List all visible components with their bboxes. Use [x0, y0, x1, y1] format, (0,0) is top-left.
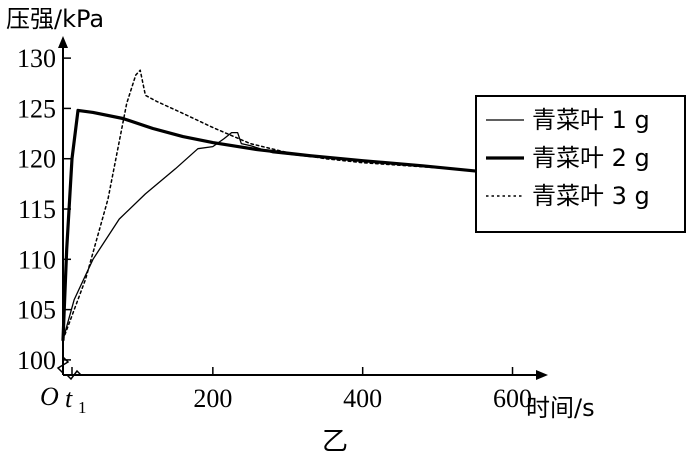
- y-tick-label: 120: [17, 145, 56, 174]
- legend-box: [475, 95, 686, 233]
- x-axis-title: 时间/s: [526, 394, 595, 422]
- y-tick-label: 105: [17, 296, 56, 325]
- x-axis-break: [66, 369, 82, 381]
- y-tick-label: 115: [18, 195, 56, 224]
- x-tick-label: 600: [493, 384, 532, 413]
- y-tick-label: 125: [17, 94, 56, 123]
- y-tick-label: 100: [17, 346, 56, 375]
- legend-label-2: 青菜叶 2 g: [532, 144, 650, 172]
- caption: 乙: [322, 427, 348, 457]
- axes: 100 105 110 115 120 125 130 200 400 600 t 1: [17, 36, 548, 417]
- t1-subscript: 1: [78, 398, 87, 417]
- series-line-1: [62, 131, 495, 341]
- x-tick-label: 200: [193, 384, 232, 413]
- legend-label-3: 青菜叶 3 g: [532, 182, 650, 210]
- legend: 青菜叶 1 g 青菜叶 2 g 青菜叶 3 g: [475, 95, 686, 233]
- y-axis-title: 压强/kPa: [6, 5, 104, 33]
- y-tick-label: 110: [18, 245, 56, 274]
- origin-label: O: [40, 382, 59, 411]
- x-axis-arrow: [536, 370, 548, 380]
- series-layer: [61, 69, 496, 342]
- series-line-3: [62, 69, 495, 341]
- t1-label: t: [65, 384, 73, 413]
- legend-label-1: 青菜叶 1 g: [532, 106, 650, 134]
- series-line-2: [61, 108, 496, 342]
- x-tick-label: 400: [343, 384, 382, 413]
- y-tick-label: 130: [17, 44, 56, 73]
- y-axis-arrow: [58, 36, 68, 48]
